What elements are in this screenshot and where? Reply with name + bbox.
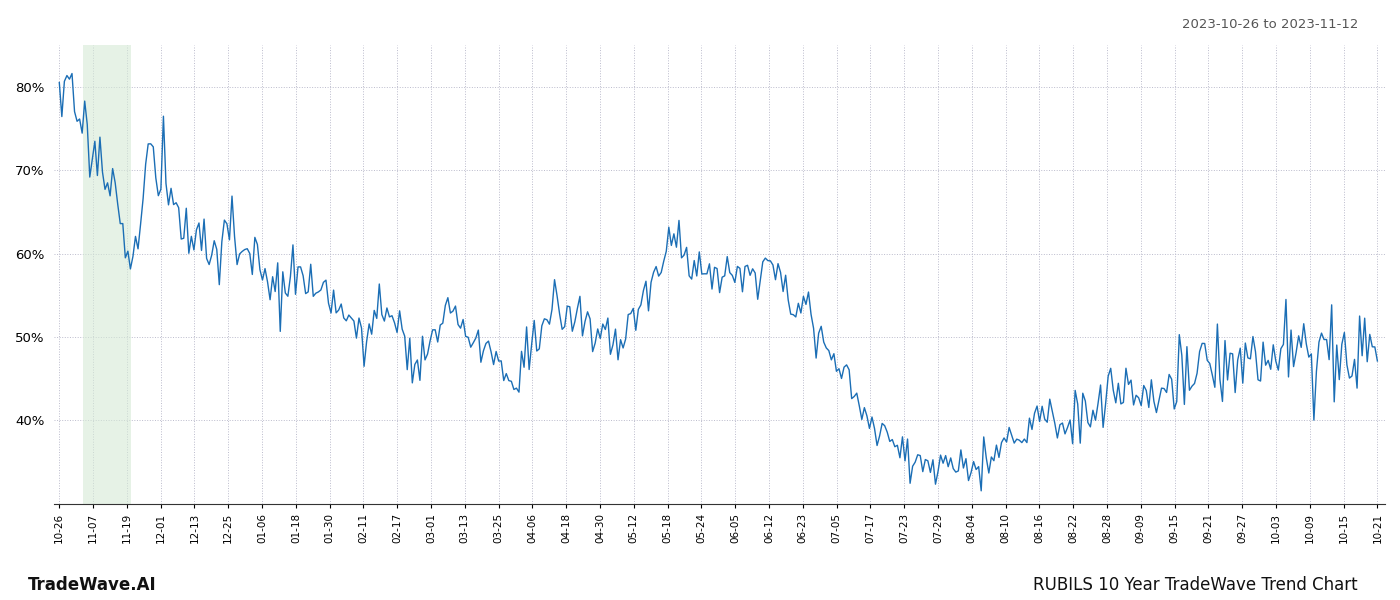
Bar xyxy=(83,45,130,504)
Text: 2023-10-26 to 2023-11-12: 2023-10-26 to 2023-11-12 xyxy=(1182,18,1358,31)
Text: RUBILS 10 Year TradeWave Trend Chart: RUBILS 10 Year TradeWave Trend Chart xyxy=(1033,576,1358,594)
Text: TradeWave.AI: TradeWave.AI xyxy=(28,576,157,594)
